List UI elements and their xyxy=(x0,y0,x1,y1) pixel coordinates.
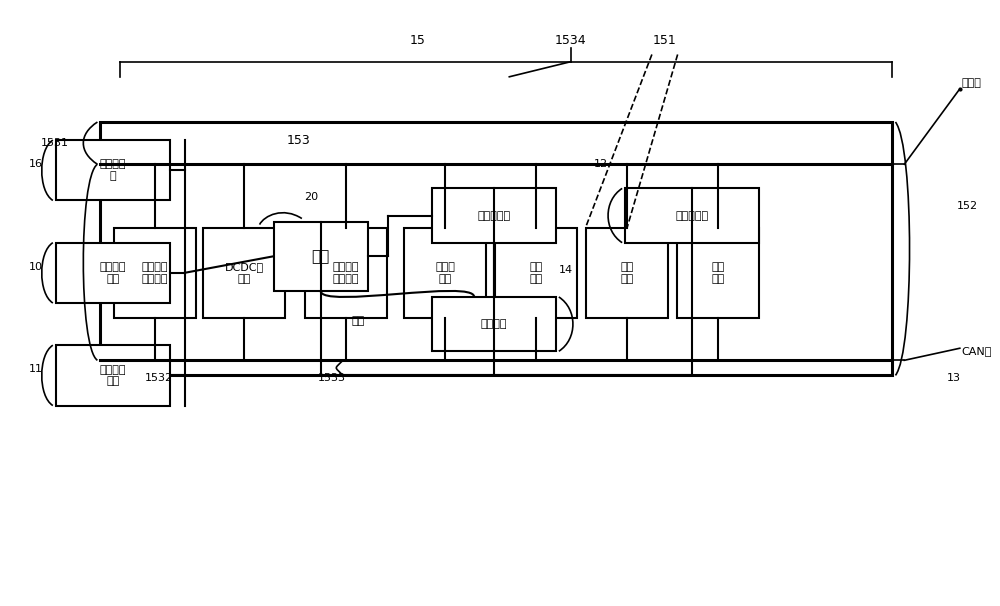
Text: 电机
单元: 电机 单元 xyxy=(621,262,634,284)
Text: 151: 151 xyxy=(653,34,677,47)
Text: 15: 15 xyxy=(409,34,425,47)
Bar xyxy=(586,228,668,318)
Bar xyxy=(274,222,368,291)
Text: 1531: 1531 xyxy=(41,138,69,148)
Bar xyxy=(432,188,556,242)
Text: 档位控制器: 档位控制器 xyxy=(675,210,709,221)
Text: 20: 20 xyxy=(304,193,318,202)
Bar xyxy=(56,345,170,405)
Text: 整车控制器: 整车控制器 xyxy=(477,210,511,221)
Bar xyxy=(100,122,892,375)
Text: 10: 10 xyxy=(29,262,43,272)
Bar xyxy=(432,297,556,351)
Text: 1532: 1532 xyxy=(145,373,173,384)
Text: 电机
单元: 电机 单元 xyxy=(529,262,543,284)
Bar xyxy=(625,188,759,242)
Text: 1533: 1533 xyxy=(318,373,346,384)
Text: 152: 152 xyxy=(957,201,978,211)
Text: CAN线: CAN线 xyxy=(962,346,992,356)
Text: 1534: 1534 xyxy=(555,34,587,47)
Bar xyxy=(305,228,387,318)
Text: 制动踏板: 制动踏板 xyxy=(481,319,507,329)
Text: 11: 11 xyxy=(29,364,43,375)
Bar xyxy=(404,228,486,318)
Text: 12: 12 xyxy=(593,159,607,169)
Bar xyxy=(677,228,759,318)
Bar xyxy=(114,228,196,318)
Text: 一键启动
模块: 一键启动 模块 xyxy=(100,365,126,386)
Text: 加热子
单元: 加热子 单元 xyxy=(435,262,455,284)
Text: 酒精检测
模块: 酒精检测 模块 xyxy=(100,262,126,284)
Text: 车身控制
器: 车身控制 器 xyxy=(100,159,126,181)
Text: 硬线: 硬线 xyxy=(351,316,364,326)
Text: 14: 14 xyxy=(559,265,573,275)
Text: 16: 16 xyxy=(29,159,43,169)
Text: 13: 13 xyxy=(947,373,961,384)
Text: DCDC子
单元: DCDC子 单元 xyxy=(224,262,264,284)
Bar xyxy=(56,242,170,303)
Text: 153: 153 xyxy=(287,134,310,147)
Bar xyxy=(495,228,577,318)
Text: 高压线: 高压线 xyxy=(962,78,982,88)
Text: 电池
单元: 电池 单元 xyxy=(712,262,725,284)
Text: 车载充电
机子单元: 车载充电 机子单元 xyxy=(142,262,168,284)
Text: 电动压缩
机子单元: 电动压缩 机子单元 xyxy=(333,262,359,284)
Text: 网关: 网关 xyxy=(312,248,330,264)
Bar xyxy=(56,140,170,201)
Bar xyxy=(203,228,285,318)
